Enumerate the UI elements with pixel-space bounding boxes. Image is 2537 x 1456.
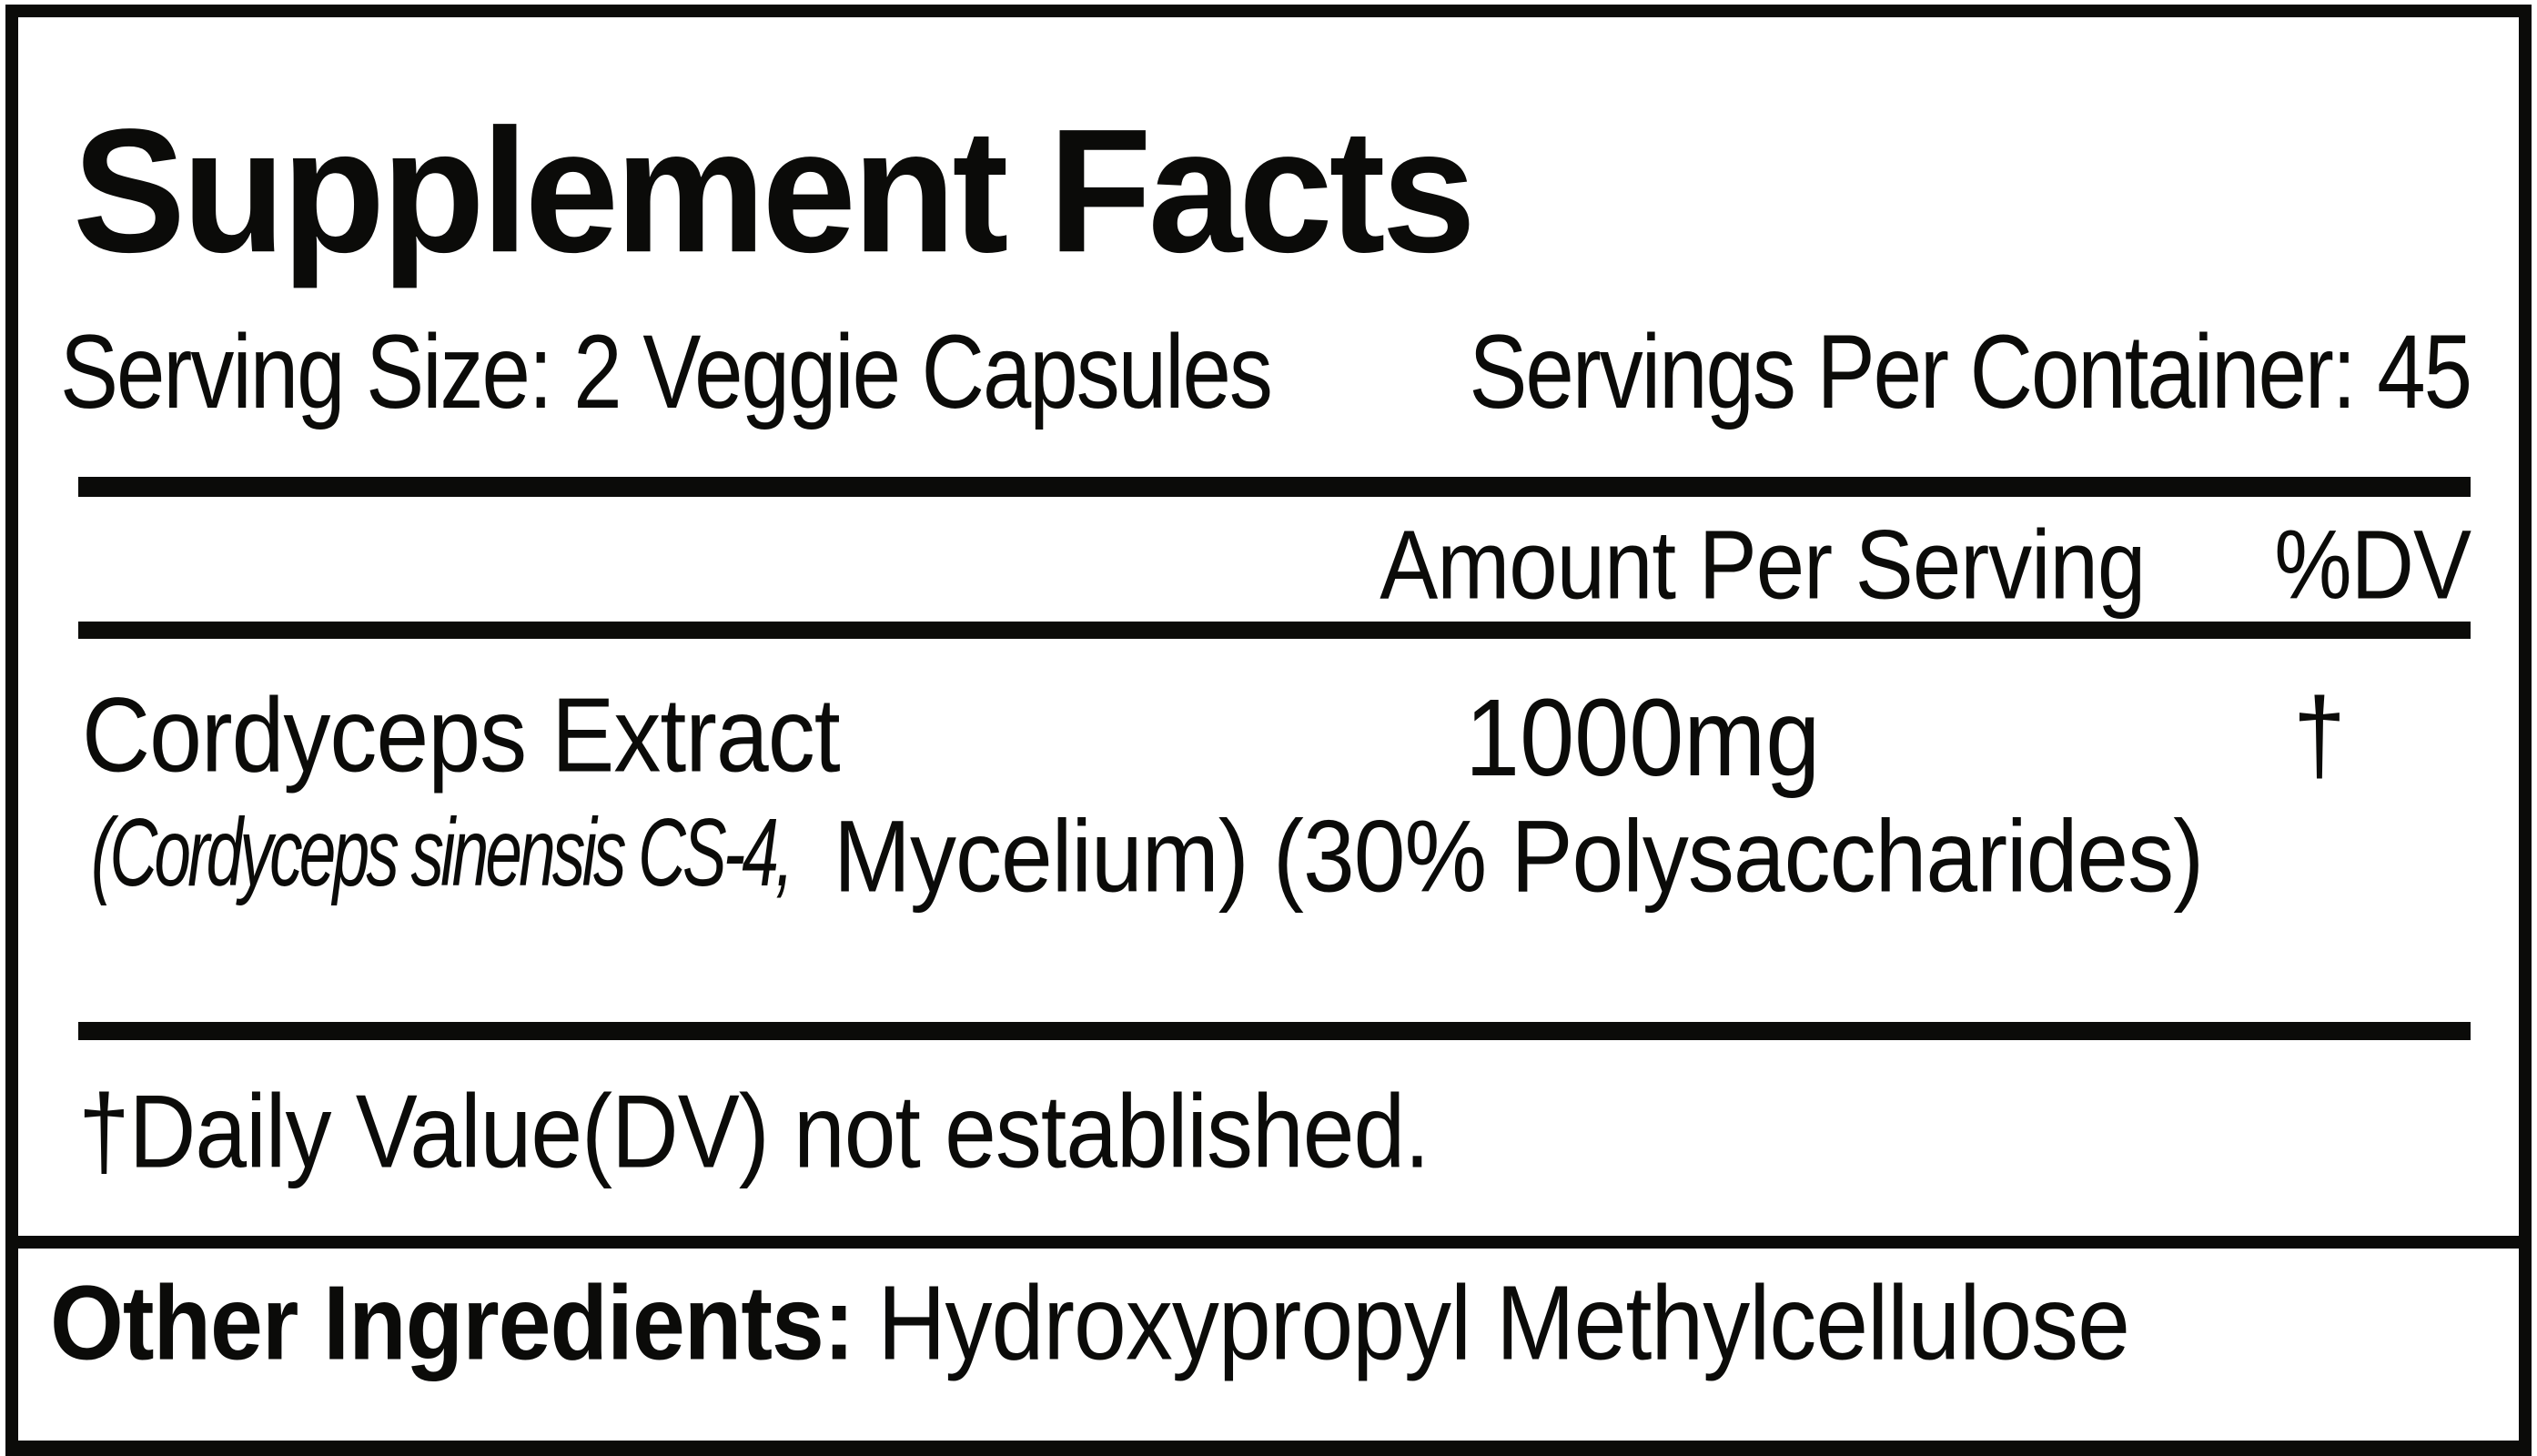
serving-row: Serving Size: 2 Veggie Capsules Servings… xyxy=(60,313,2472,431)
section-divider xyxy=(5,1236,2532,1249)
other-ingredients-label: Other Ingredients: xyxy=(50,1264,854,1383)
other-ingredients-row: Other Ingredients: Hydroxypropyl Methylce… xyxy=(50,1270,2130,1376)
divider-thick-bottom xyxy=(78,1022,2471,1040)
dv-footnote: †Daily Value(DV) not established. xyxy=(78,1073,1430,1189)
ingredient-detail-text: Mycelium) (30% Polysaccharides) xyxy=(834,799,2204,914)
ingredient-dv-symbol: † xyxy=(2293,676,2346,795)
ingredient-amount: 1000mg xyxy=(1465,675,1821,799)
column-header-row: Amount Per Serving %DV xyxy=(78,511,2471,621)
ingredient-detail-row: (Cordyceps sinensis CS-4, Mycelium) (30%… xyxy=(78,799,2471,945)
ingredient-botanical-name: (Cordyceps sinensis CS-4, xyxy=(91,799,793,907)
other-ingredients-value: Hydroxypropyl Methylcellulose xyxy=(877,1264,2130,1383)
serving-size-text: Serving Size: 2 Veggie Capsules xyxy=(60,313,1273,431)
label-title: Supplement Facts xyxy=(73,93,1476,289)
divider-thick-top xyxy=(78,477,2471,497)
divider-thick-middle xyxy=(78,622,2471,639)
ingredient-row: Cordyceps Extract 1000mg † xyxy=(78,682,2471,804)
servings-per-container-text: Servings Per Container: 45 xyxy=(1469,313,2472,431)
ingredient-name: Cordyceps Extract xyxy=(82,676,841,795)
amount-per-serving-header: Amount Per Serving xyxy=(1380,511,2146,621)
percent-dv-header: %DV xyxy=(2274,511,2471,621)
